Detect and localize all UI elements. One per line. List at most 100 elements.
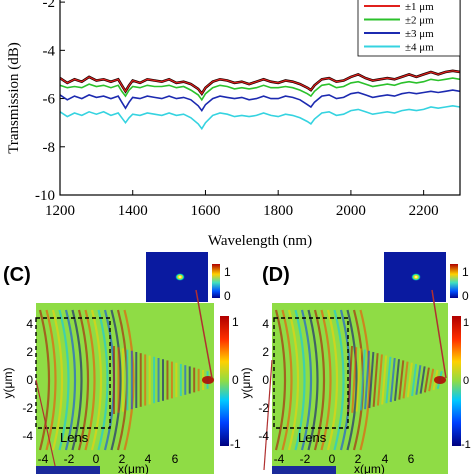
colorbar-c-tick-0: 0 — [232, 373, 239, 387]
field-y-tick: -2 — [22, 401, 33, 415]
beam-fringe — [419, 366, 426, 394]
wavefront — [326, 309, 339, 451]
inset-tick-0: 0 — [462, 289, 469, 303]
series-line-1-highlight — [60, 70, 460, 95]
x-tick-label: 1600 — [190, 203, 220, 219]
legend-label: ±2 μm — [405, 15, 434, 27]
focal-spot — [411, 273, 421, 281]
field-x-tick: -4 — [274, 452, 285, 466]
focus-point — [434, 376, 446, 384]
colorbar-d-tick-1: 1 — [463, 317, 469, 329]
field-y-tick: -2 — [258, 401, 269, 415]
beam-fringe — [423, 367, 430, 393]
inset-pointer-c — [195, 289, 213, 379]
series-line-4 — [60, 104, 460, 131]
field-y-tick: -4 — [22, 429, 33, 443]
field-panels: (C) 1 0 Lens 1 0 -1 y(μm) 4 2 0 -2 -4 -4 -2 0 2… — [1, 252, 471, 474]
x-axis-label-d: x(μm) — [354, 462, 385, 474]
wavefront — [84, 309, 96, 451]
field-x-tick: -2 — [64, 452, 75, 466]
field-x-tick: 0 — [329, 452, 336, 466]
series-lines — [60, 69, 460, 131]
y-tick-label: -4 — [43, 43, 56, 59]
inset-colorbar — [450, 264, 458, 298]
plot-frame — [59, 0, 461, 196]
focus-point — [202, 376, 214, 384]
beam-fringe — [428, 368, 435, 392]
field-y-tick: 4 — [26, 317, 33, 331]
wavefront — [90, 309, 103, 451]
beam-fringe — [376, 354, 383, 406]
x-tick-label: 1200 — [45, 203, 75, 219]
y-ticks-c: 4 2 0 -2 -4 — [22, 317, 33, 443]
source-pointer-c — [35, 379, 57, 471]
y-tick-label: -6 — [43, 92, 56, 108]
panel-c: (C) 1 0 Lens 1 0 -1 y(μm) 4 2 0 -2 -4 -4 -2 0 2… — [1, 252, 241, 474]
wavefront — [281, 309, 293, 451]
field-y-tick: 0 — [262, 373, 269, 387]
field-map-d — [272, 303, 448, 474]
series-line-3 — [60, 89, 460, 113]
wavefront — [71, 309, 83, 451]
lens-region-c — [35, 317, 111, 429]
beam-fringe — [394, 359, 400, 401]
beam-fringe — [389, 357, 396, 403]
beam-fringe — [372, 353, 379, 407]
wavefront — [97, 309, 109, 451]
colorbar-d — [452, 316, 461, 446]
x-axis-label-c: x(μm) — [118, 462, 149, 474]
wavefront — [58, 309, 70, 451]
field-y-tick: 2 — [26, 345, 33, 359]
wavefront — [77, 309, 90, 451]
wavefront — [333, 309, 345, 451]
wavefront — [320, 309, 332, 451]
field-x-tick: 6 — [408, 452, 415, 466]
inset-pointer-d — [431, 289, 447, 379]
wavefront — [287, 309, 300, 451]
wavefront — [274, 309, 287, 451]
field-y-tick: 2 — [262, 345, 269, 359]
beam-fringe — [351, 347, 358, 413]
panel-d: (D) 1 0 Lens 1 0 -1 y(μm) 4 2 0 -2 -4 -4 -2 0 2… — [239, 252, 471, 474]
bottom-bar-c — [36, 466, 100, 474]
field-x-tick: 4 — [145, 452, 152, 466]
wavefront — [110, 309, 122, 451]
wavefront — [45, 309, 57, 451]
field-x-tick: -4 — [38, 452, 49, 466]
wavefront — [51, 309, 64, 451]
beam-fringe — [385, 356, 392, 404]
inset-tick-1: 1 — [224, 265, 231, 279]
inset-tick-0: 0 — [224, 289, 231, 303]
series-line-2 — [60, 77, 460, 102]
panel-d-inset: 1 0 — [384, 252, 469, 303]
panel-c-inset: 1 0 — [146, 252, 231, 303]
x-tick-label: 2000 — [336, 203, 366, 219]
x-ticks-d: -4 -2 0 2 4 6 — [274, 452, 415, 466]
x-tick-label: 1800 — [263, 203, 293, 219]
field-y-tick: 0 — [26, 373, 33, 387]
field-x-tick: -2 — [300, 452, 311, 466]
inset-tick-1: 1 — [462, 265, 469, 279]
beam-fringe — [347, 345, 353, 415]
transmission-chart: -2 -4 -6 -8 -10 1200 1400 1600 1800 2000 2200 Wav… — [6, 0, 461, 249]
wavefront — [359, 309, 371, 451]
wavefront — [38, 309, 51, 451]
colorbar-d-tick-neg1: -1 — [461, 439, 471, 451]
field-x-tick: 2 — [119, 452, 126, 466]
colorbar-c-tick-1: 1 — [232, 315, 239, 329]
colorbar-c — [220, 316, 229, 446]
lens-label-c: Lens — [60, 430, 89, 445]
legend-label: ±1 μm — [405, 1, 434, 13]
beam-fringe — [364, 350, 371, 410]
field-x-tick: 2 — [355, 452, 362, 466]
lens-label-d: Lens — [298, 430, 327, 445]
x-ticks-c: -4 -2 0 2 4 6 — [38, 452, 179, 466]
focal-spot — [175, 273, 185, 281]
field-pattern-c — [38, 309, 214, 451]
field-y-tick: 4 — [262, 317, 269, 331]
field-y-tick: -4 — [258, 429, 269, 443]
wavefront — [294, 309, 306, 451]
beam-fringe — [381, 355, 388, 405]
beam-fringe — [359, 349, 366, 411]
beam-fringe — [402, 361, 409, 399]
